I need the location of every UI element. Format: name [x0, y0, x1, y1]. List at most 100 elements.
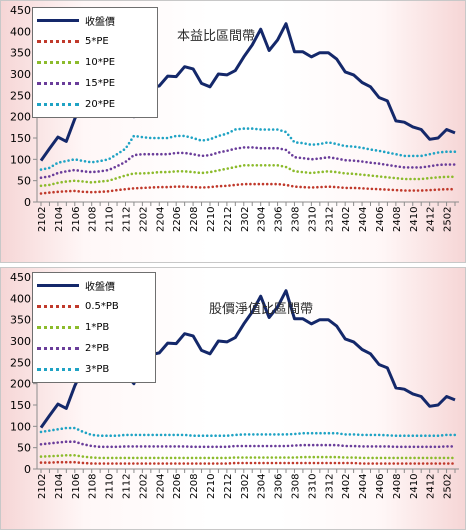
y-tick-label: 0 [24, 196, 31, 209]
series-line-2 [39, 454, 457, 460]
pe-chart-title: 本益比區間帶 [177, 29, 256, 44]
x-tick-label: 2308 [290, 207, 301, 232]
legend-swatch-3pb [37, 368, 79, 371]
legend-item-3pb: 3*PB [37, 359, 149, 380]
x-tick-label: 2404 [358, 474, 369, 499]
legend-item-close-price: 收盤價 [37, 10, 151, 31]
x-tick-label: 2104 [54, 474, 65, 499]
x-tick-label: 2102 [37, 474, 48, 499]
pe-chart-legend: 收盤價 5*PE 10*PE 15*PE 20*PE [32, 7, 158, 118]
legend-label: 收盤價 [85, 17, 115, 28]
series-line-1 [39, 182, 457, 195]
x-tick-label: 2310 [307, 207, 318, 232]
x-tick-label: 2312 [324, 207, 335, 232]
y-tick-label: 200 [10, 111, 31, 124]
y-tick-label: 450 [10, 271, 31, 284]
legend-label: 3*PB [85, 364, 110, 375]
x-tick-label: 2208 [189, 474, 200, 499]
x-tick-label: 2408 [392, 207, 403, 232]
legend-label: 15*PE [85, 78, 116, 89]
legend-item-20pe: 20*PE [37, 94, 151, 115]
legend-swatch-2pb [37, 347, 79, 350]
x-tick-label: 2208 [189, 207, 200, 232]
x-tick-label: 2212 [223, 474, 234, 499]
x-tick-label: 2502 [443, 207, 454, 232]
y-tick-label: 100 [10, 153, 31, 166]
x-tick-label: 2408 [392, 474, 403, 499]
y-tick-label: 150 [10, 399, 31, 412]
legend-item-05pb: 0.5*PB [37, 296, 149, 317]
y-tick-label: 400 [10, 292, 31, 305]
x-tick-label: 2402 [341, 474, 352, 499]
series-line-3 [39, 146, 457, 179]
x-tick-label: 2410 [409, 474, 420, 499]
y-tick-label: 50 [17, 442, 31, 455]
x-tick-label: 2302 [240, 207, 251, 232]
x-tick-label: 2106 [71, 474, 82, 499]
legend-swatch-15pe [37, 82, 79, 85]
x-tick-label: 2206 [172, 474, 183, 499]
x-tick-label: 2404 [358, 207, 369, 232]
legend-item-2pb: 2*PB [37, 338, 149, 359]
y-tick-label: 0 [24, 463, 31, 476]
x-tick-label: 2202 [138, 207, 149, 232]
legend-swatch-05pb [37, 305, 79, 308]
x-tick-label: 2406 [375, 207, 386, 232]
legend-swatch-close [37, 284, 79, 287]
pb-chart-legend: 收盤價 0.5*PB 1*PB 2*PB 3*PB [32, 272, 156, 383]
legend-swatch-close [37, 19, 79, 22]
x-tick-label: 2112 [121, 474, 132, 499]
legend-label: 2*PB [85, 343, 110, 354]
legend-item-15pe: 15*PE [37, 73, 151, 94]
series-line-4 [39, 127, 457, 171]
legend-swatch-10pe [37, 61, 79, 64]
x-tick-label: 2212 [223, 207, 234, 232]
y-tick-label: 100 [10, 420, 31, 433]
series-line-2 [39, 164, 457, 188]
pe-band-chart: 0 50 100 150 200 250 300 350 400 450 2102 2104 2106 2… [10, 4, 459, 232]
x-tick-label: 2110 [105, 207, 116, 232]
pb-band-chart: 0 50 100 150 200 250 300 350 400 450 2102 2104 2106 2… [10, 271, 459, 499]
x-tick-label: 2110 [105, 474, 116, 499]
series-line-3 [39, 440, 457, 449]
legend-label: 1*PB [85, 322, 110, 333]
y-tick-label: 400 [10, 25, 31, 38]
legend-swatch-20pe [37, 103, 79, 106]
x-tick-label: 2108 [88, 474, 99, 499]
y-tick-label: 50 [17, 175, 31, 188]
x-tick-label: 2210 [206, 474, 217, 499]
x-tick-label: 2312 [324, 474, 335, 499]
x-tick-label: 2202 [138, 474, 149, 499]
x-tick-label: 2102 [37, 207, 48, 232]
x-tick-label: 2402 [341, 207, 352, 232]
x-tick-label: 2108 [88, 207, 99, 232]
x-tick-label: 2306 [274, 474, 285, 499]
y-tick-label: 450 [10, 4, 31, 17]
series-line-1 [39, 460, 457, 465]
x-tick-label: 2204 [155, 474, 166, 499]
x-tick-label: 2304 [257, 207, 268, 232]
x-tick-label: 2204 [155, 207, 166, 232]
x-tick-label: 2308 [290, 474, 301, 499]
legend-swatch-1pb [37, 326, 79, 329]
x-tick-label: 2306 [274, 207, 285, 232]
y-tick-label: 250 [10, 89, 31, 102]
y-tick-label: 150 [10, 132, 31, 145]
x-tick-label: 2106 [71, 207, 82, 232]
legend-item-close-price: 收盤價 [37, 275, 149, 296]
legend-item-10pe: 10*PE [37, 52, 151, 73]
pb-band-chart-panel: 0 50 100 150 200 250 300 350 400 450 2102 2104 2106 2… [0, 267, 466, 530]
y-tick-label: 350 [10, 47, 31, 60]
x-tick-label: 2406 [375, 474, 386, 499]
series-line-4 [39, 426, 457, 437]
y-tick-label: 300 [10, 68, 31, 81]
y-tick-label: 200 [10, 378, 31, 391]
legend-label: 收盤價 [85, 282, 115, 293]
legend-swatch-5pe [37, 40, 79, 43]
pe-band-chart-panel: 0 50 100 150 200 250 300 350 400 450 2102 2104 2106 2… [0, 0, 466, 263]
x-tick-label: 2206 [172, 207, 183, 232]
x-tick-label: 2304 [257, 474, 268, 499]
x-tick-label: 2502 [443, 474, 454, 499]
legend-item-1pb: 1*PB [37, 317, 149, 338]
x-tick-label: 2210 [206, 207, 217, 232]
